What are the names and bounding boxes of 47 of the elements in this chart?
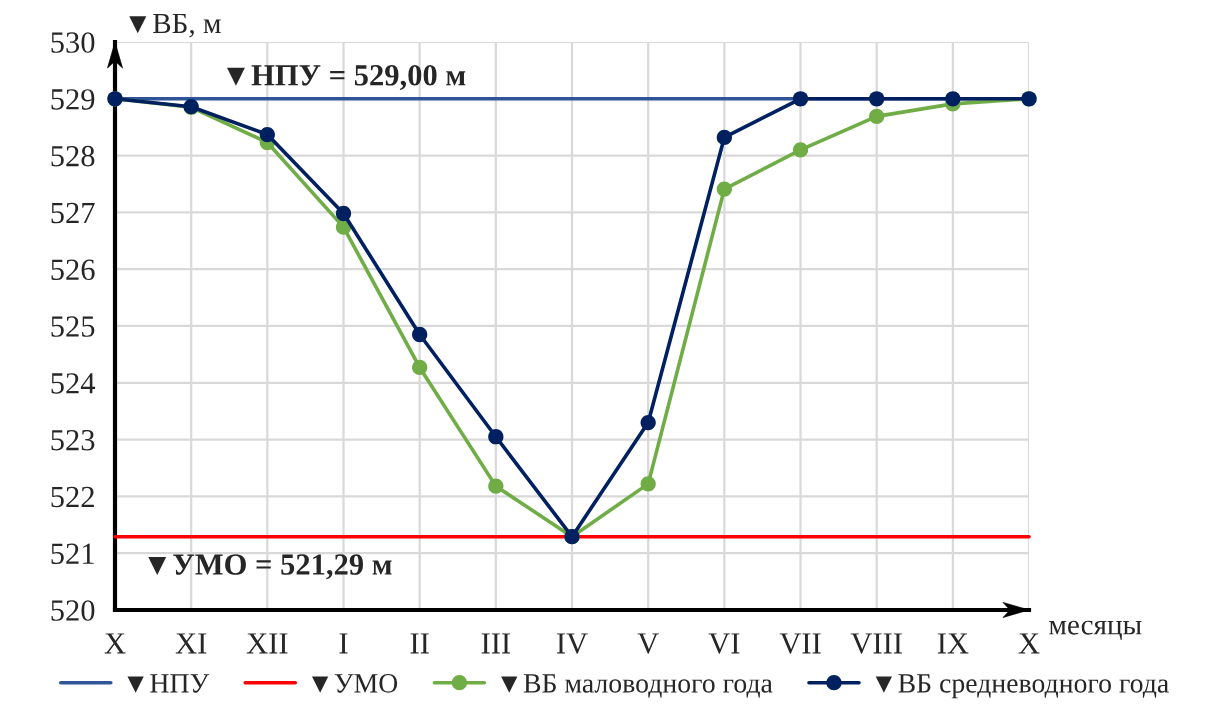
y-tick-label: 529	[51, 89, 95, 110]
y-tick-label: 520	[51, 600, 95, 621]
x-tick-label: IX	[937, 633, 969, 654]
point	[640, 414, 656, 431]
point	[412, 326, 428, 343]
y-tick-label: 524	[51, 373, 96, 394]
y-tick-label: 523	[51, 429, 95, 451]
point	[716, 181, 732, 197]
point	[259, 126, 275, 143]
x-axis-title: месяцы	[1049, 620, 1142, 641]
legend-label: ▼УМО	[312, 674, 398, 693]
x-tick-label: IV	[556, 633, 588, 654]
x-tick-label: XI	[175, 633, 207, 654]
point	[869, 91, 885, 107]
x-tick-label: VI	[708, 633, 740, 654]
point	[792, 142, 809, 158]
point	[640, 476, 656, 492]
y-tick-label: 528	[51, 145, 95, 167]
y-tick-label: 522	[51, 486, 94, 508]
x-tick-label: X	[1018, 633, 1040, 654]
y-tick-label: 527	[51, 202, 95, 224]
annotation: ▼НПУ = 529,00 м	[227, 65, 466, 91]
y-tick-label: 525	[51, 316, 95, 337]
y-tick-label: 521	[51, 543, 94, 565]
y-tick-label: 526	[51, 259, 95, 281]
legend-label: ▼ВБ средневодного года	[875, 674, 1169, 699]
point	[792, 91, 809, 107]
x-tick-label: I	[339, 633, 348, 654]
x-tick-label: VII	[779, 633, 821, 654]
x-tick-label: VIII	[850, 633, 902, 654]
x-tick-label: V	[637, 633, 659, 654]
annotation: ▼УМО = 521,29 м	[148, 554, 392, 580]
y-axis-title: ▼ВБ, м	[129, 13, 221, 38]
legend-label: ▼ВБ маловодного года	[501, 674, 773, 698]
point	[716, 129, 732, 146]
legend-label: ▼НПУ	[127, 674, 210, 693]
point	[488, 478, 504, 494]
x-tick-label: XII	[246, 633, 288, 654]
point	[412, 359, 428, 376]
y-tick-label: 530	[51, 32, 95, 53]
point	[488, 429, 504, 445]
x-tick-label: III	[481, 633, 511, 654]
x-tick-label: X	[104, 633, 126, 654]
point	[335, 205, 352, 222]
point	[945, 91, 961, 107]
point	[869, 108, 885, 125]
x-tick-label: II	[410, 633, 429, 654]
